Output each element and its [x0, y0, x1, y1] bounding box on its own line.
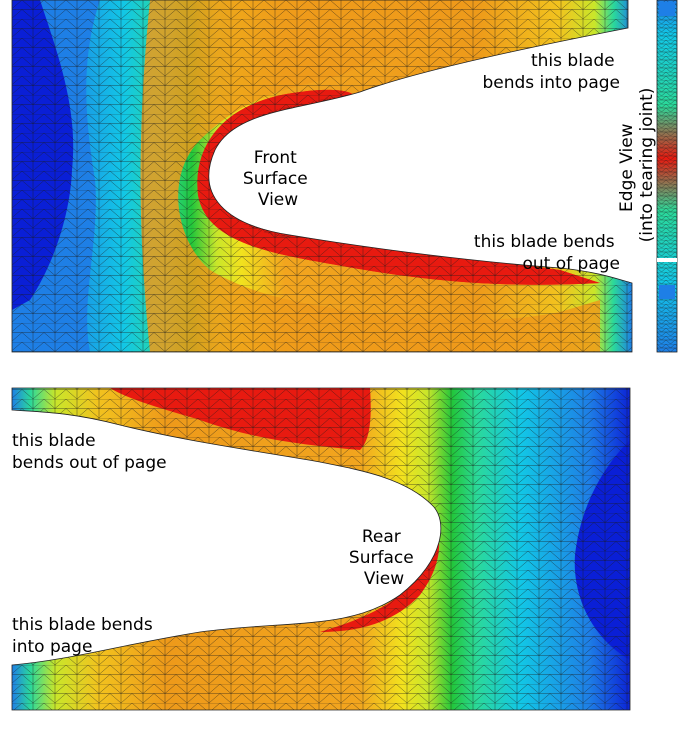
- rear-title: Rear Surface View: [349, 527, 419, 589]
- edge-view-panel: Edge View (into tearing joint): [617, 0, 678, 353]
- edge-view-title: Edge View (into tearing joint): [617, 88, 657, 243]
- front-outline: [11, 0, 633, 353]
- front-upper-blade-label: this blade bends into page: [482, 51, 620, 93]
- rear-upper-blade-label: this blade bends out of page: [12, 431, 167, 473]
- front-title: Front Surface View: [243, 148, 313, 210]
- front-surface-panel: Front Surface View this blade bends into…: [11, 0, 633, 353]
- rear-surface-panel: Rear Surface View this blade bends out o…: [11, 387, 631, 711]
- front-lower-blade-label: this blade bends out of page: [474, 232, 620, 274]
- rear-outline: [11, 387, 631, 711]
- rear-lower-blade-label: this blade bends into page: [12, 615, 158, 657]
